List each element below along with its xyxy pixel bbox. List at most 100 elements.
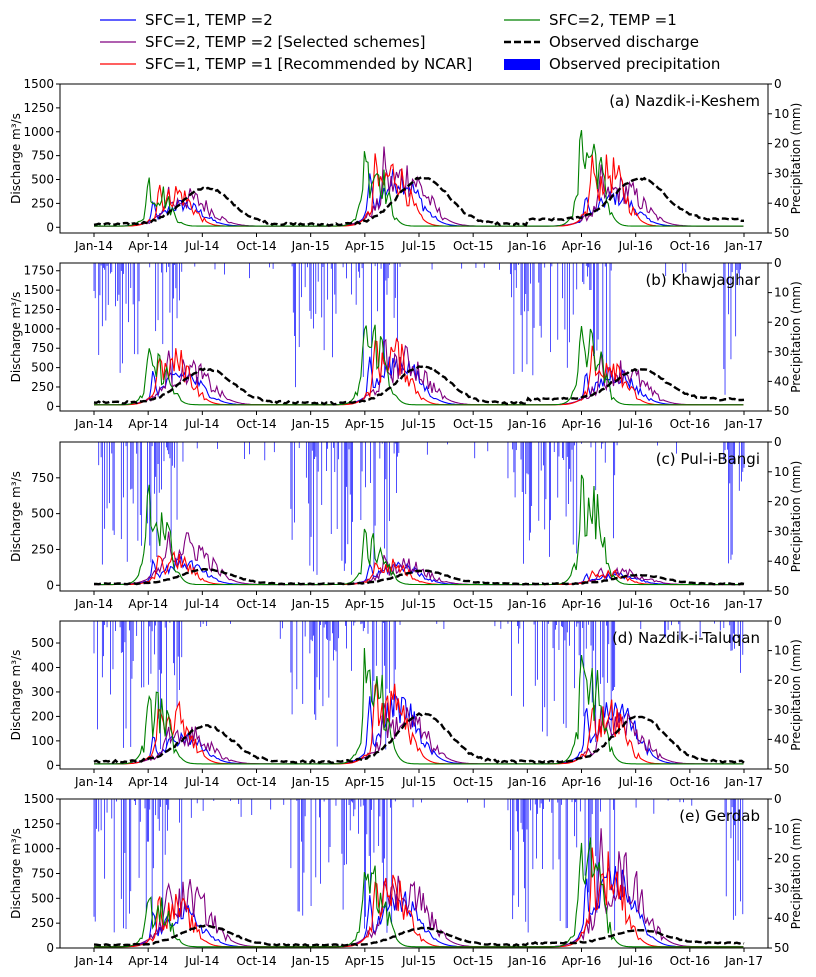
legend-label: Observed precipitation: [549, 55, 720, 73]
legend-item: SFC=2, TEMP =1: [504, 11, 677, 29]
y-tick-label: 0: [46, 758, 54, 772]
y-tick-label: 1750: [23, 264, 54, 278]
panel-title: (a) Nazdik-i-Keshem: [609, 92, 760, 110]
x-tick-label: Oct-15: [453, 239, 493, 253]
x-tick-label: Jul-15: [401, 597, 436, 611]
y-tick-label: 500: [31, 636, 54, 650]
x-tick-label: Jan-16: [507, 954, 546, 968]
x-tick-label: Jan-16: [507, 775, 546, 789]
x-tick-label: Apr-15: [345, 775, 385, 789]
y-tick-label: 400: [31, 660, 54, 674]
x-tick-label: Jan-17: [724, 954, 763, 968]
x-tick-label: Oct-14: [236, 954, 276, 968]
x-tick-label: Apr-15: [345, 954, 385, 968]
series-red: [94, 681, 744, 765]
x-tick-label: Apr-15: [345, 239, 385, 253]
x-tick-label: Oct-15: [453, 597, 493, 611]
y-tick-label: 750: [31, 341, 54, 355]
x-tick-label: Jan-17: [724, 417, 763, 431]
x-tick-label: Oct-14: [236, 239, 276, 253]
x-tick-label: Jan-15: [291, 597, 330, 611]
precipitation-bars: [93, 799, 744, 933]
y2-tick-label: 30: [774, 166, 789, 180]
x-tick-label: Jul-16: [618, 775, 653, 789]
y-tick-label: 1500: [23, 792, 54, 806]
series-green: [94, 837, 744, 948]
x-tick-label: Apr-16: [562, 239, 602, 253]
y2-tick-label: 50: [774, 941, 789, 955]
legend-patch: [504, 59, 540, 70]
legend-item: SFC=1, TEMP =2: [100, 11, 273, 29]
legend: SFC=1, TEMP =2 SFC=2, TEMP =1 SFC=2, TEMP …: [100, 11, 720, 73]
legend-label: Observed discharge: [549, 33, 699, 51]
legend-item: SFC=2, TEMP =2 [Selected schemes]: [100, 33, 426, 51]
x-tick-label: Jan-14: [74, 597, 113, 611]
y-tick-label: 250: [31, 916, 54, 930]
x-tick-label: Jan-14: [74, 239, 113, 253]
y-tick-label: 750: [31, 867, 54, 881]
panel: 0 250 500 750 1000 1250 1500 1750 0 10 20 30 40 50 Jan…: [9, 256, 803, 431]
axes-frame: [59, 262, 769, 412]
y-tick-label: 750: [31, 471, 54, 485]
y2-tick-label: 50: [774, 404, 789, 418]
x-tick-label: Apr-16: [562, 775, 602, 789]
legend-label: SFC=1, TEMP =2: [145, 11, 273, 29]
x-tick-label: Jul-14: [184, 954, 219, 968]
y2-axis-title: Precipitation (mm): [789, 103, 803, 215]
legend-label: SFC=2, TEMP =2 [Selected schemes]: [145, 33, 426, 51]
x-tick-label: Jan-15: [291, 954, 330, 968]
axes-frame: [59, 83, 769, 234]
y2-axis-title: Precipitation (mm): [789, 639, 803, 751]
y-axis-title: Discharge m³/s: [9, 471, 23, 562]
y-tick-label: 750: [31, 149, 54, 163]
x-tick-label: Jan-14: [74, 417, 113, 431]
series-green: [94, 647, 744, 765]
x-tick-label: Jul-14: [184, 775, 219, 789]
precipitation-bars: [93, 263, 741, 395]
y-tick-label: 1250: [23, 101, 54, 115]
series-green: [94, 324, 744, 406]
y2-tick-label: 20: [774, 495, 789, 509]
legend-label: SFC=1, TEMP =1 [Recommended by NCAR]: [145, 55, 472, 73]
panel-title: (e) Gerdab: [679, 807, 760, 825]
y2-axis-title: Precipitation (mm): [789, 818, 803, 930]
y2-tick-label: 50: [774, 584, 789, 598]
x-tick-label: Apr-14: [128, 239, 168, 253]
y2-tick-label: 40: [774, 196, 789, 210]
x-tick-label: Oct-16: [670, 597, 710, 611]
panel: 0 100 200 300 400 500 0 10 20 30 40 50 Jan-14 Apr-14 J…: [9, 614, 803, 789]
y-axis-title: Discharge m³/s: [9, 828, 23, 919]
series-green: [94, 474, 744, 586]
x-tick-label: Oct-16: [670, 417, 710, 431]
x-tick-label: Apr-16: [562, 954, 602, 968]
y-tick-label: 1000: [23, 842, 54, 856]
x-tick-label: Oct-16: [670, 954, 710, 968]
y-tick-label: 200: [31, 709, 54, 723]
y2-tick-label: 30: [774, 881, 789, 895]
legend-item: Observed discharge: [504, 33, 699, 51]
y-tick-label: 250: [31, 196, 54, 210]
legend-label: SFC=2, TEMP =1: [549, 11, 677, 29]
y2-tick-label: 0: [774, 435, 782, 449]
y2-tick-label: 10: [774, 465, 789, 479]
x-tick-label: Jan-17: [724, 775, 763, 789]
y2-tick-label: 50: [774, 762, 789, 776]
x-tick-label: Oct-16: [670, 239, 710, 253]
panel-title: (c) Pul-i-Bangi: [656, 450, 760, 468]
y-axis-title: Discharge m³/s: [9, 292, 23, 383]
legend-item: SFC=1, TEMP =1 [Recommended by NCAR]: [100, 55, 472, 73]
x-tick-label: Jan-14: [74, 954, 113, 968]
x-tick-label: Jul-16: [618, 417, 653, 431]
y-tick-label: 1250: [23, 817, 54, 831]
x-tick-label: Jan-16: [507, 597, 546, 611]
x-tick-label: Jan-15: [291, 239, 330, 253]
y2-tick-label: 40: [774, 374, 789, 388]
x-tick-label: Jul-16: [618, 239, 653, 253]
y-axis-title: Discharge m³/s: [9, 650, 23, 741]
x-tick-label: Jul-16: [618, 597, 653, 611]
series-blue: [94, 168, 744, 227]
series-blue: [94, 865, 744, 948]
y-tick-label: 500: [31, 173, 54, 187]
y-tick-label: 300: [31, 685, 54, 699]
